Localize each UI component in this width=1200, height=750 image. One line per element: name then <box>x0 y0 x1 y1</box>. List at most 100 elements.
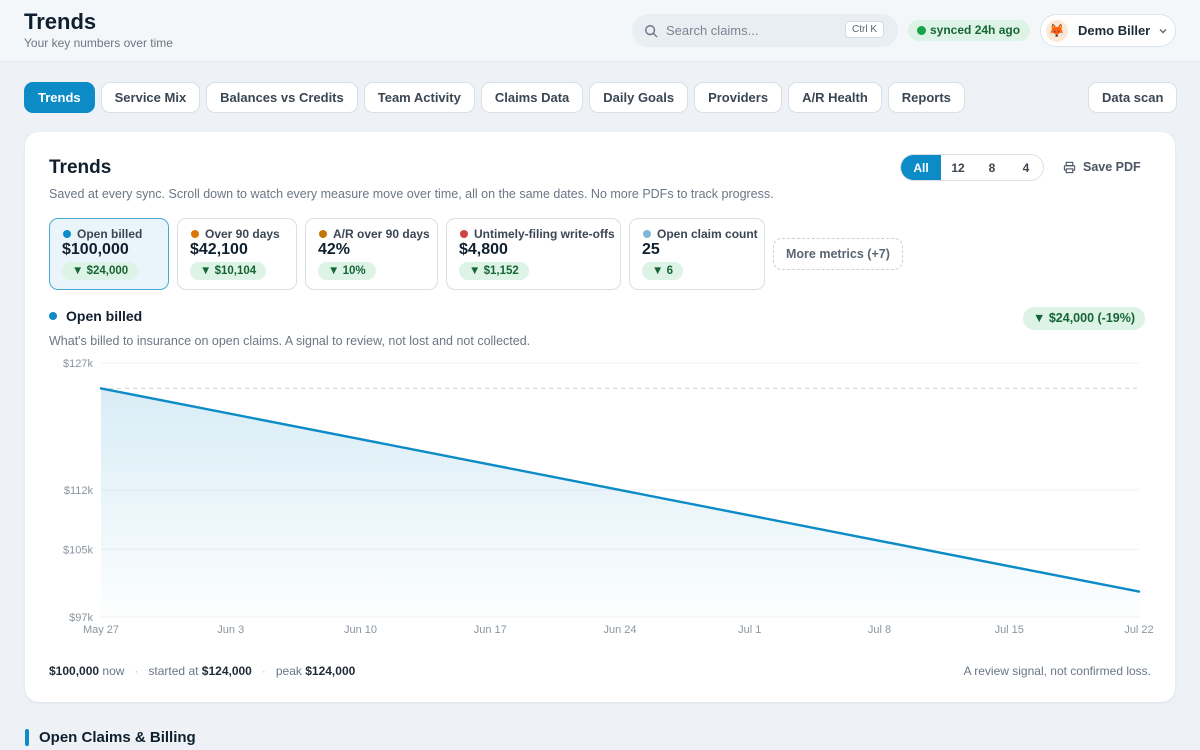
user-menu[interactable]: 🦊 Demo Biller <box>1040 14 1176 47</box>
tab-daily-goals[interactable]: Daily Goals <box>589 82 689 113</box>
trends-card: Trends Saved at every sync. Scroll down … <box>25 132 1175 702</box>
x-tick-label: Jun 10 <box>344 624 377 636</box>
series-heading: Open billed <box>49 308 142 324</box>
metric-value: $42,100 <box>190 241 248 258</box>
range-selector: All 12 8 4 <box>900 154 1044 181</box>
metric-dot-icon <box>643 230 651 238</box>
metric-dot-icon <box>63 230 71 238</box>
search-box[interactable]: Ctrl K <box>632 14 898 47</box>
metric-over-90-days[interactable]: Over 90 days $42,100 ▼ $10,104 <box>177 218 297 290</box>
metric-label: Open claim count <box>643 227 758 241</box>
metric-label: Over 90 days <box>191 227 280 241</box>
section-title: Open Claims & Billing <box>25 729 196 746</box>
tab-reports[interactable]: Reports <box>887 82 965 113</box>
metric-value: $100,000 <box>62 241 129 258</box>
tab-trends[interactable]: Trends <box>24 82 95 113</box>
metric-dot-icon <box>191 230 199 238</box>
range-8[interactable]: 8 <box>988 160 996 175</box>
x-tick-label: May 27 <box>83 624 119 636</box>
section-title-text: Open Claims & Billing <box>39 729 196 746</box>
search-input[interactable] <box>666 23 836 38</box>
metric-label: A/R over 90 days <box>319 227 430 241</box>
started-value: $124,000 <box>201 664 252 678</box>
app-header: Trends Your key numbers over time Ctrl K… <box>0 0 1200 62</box>
metric-dot-icon <box>460 230 468 238</box>
chevron-down-icon <box>1159 28 1167 33</box>
metric-label: Open billed <box>63 227 142 241</box>
metric-dot-icon <box>319 230 327 238</box>
series-name: Open billed <box>66 308 143 324</box>
metric-label-text: Open claim count <box>657 227 758 241</box>
y-tick-label: $112k <box>64 485 94 497</box>
series-area <box>101 388 1139 617</box>
tab-team-activity[interactable]: Team Activity <box>363 82 475 113</box>
metric-label-text: Over 90 days <box>205 227 280 241</box>
metric-delta: ▼ 10% <box>318 262 376 280</box>
save-pdf-label: Save PDF <box>1083 160 1141 174</box>
metric-label: Untimely-filing write-offs <box>460 227 615 241</box>
app-subtitle: Your key numbers over time <box>24 36 173 50</box>
now-label: now <box>102 664 125 678</box>
separator: · <box>261 664 266 678</box>
x-tick-label: Jun 24 <box>603 624 636 636</box>
search-shortcut: Ctrl K <box>845 21 884 38</box>
sync-status-text: synced 24h ago <box>930 23 1021 37</box>
metric-delta: ▼ $1,152 <box>459 262 529 280</box>
started-label: started at <box>148 664 199 678</box>
sync-status-badge: synced 24h ago <box>908 20 1031 41</box>
range-all[interactable]: All <box>901 155 941 180</box>
metric-open-claim-count[interactable]: Open claim count 25 ▼ 6 <box>629 218 765 290</box>
metric-untimely-filing-write-offs[interactable]: Untimely-filing write-offs $4,800 ▼ $1,1… <box>446 218 621 290</box>
tab-balances-vs-credits[interactable]: Balances vs Credits <box>206 82 358 113</box>
metric-value: $4,800 <box>459 241 508 258</box>
user-name: Demo Biller <box>1078 23 1151 38</box>
metric-open-billed[interactable]: Open billed $100,000 ▼ $24,000 <box>49 218 169 290</box>
tab-service-mix[interactable]: Service Mix <box>100 82 201 113</box>
series-delta-badge: ▼ $24,000 (-19%) <box>1023 307 1146 330</box>
y-tick-label: $97k <box>69 612 93 624</box>
sync-dot-icon <box>917 26 926 35</box>
metric-delta: ▼ 6 <box>642 262 683 280</box>
footer-stats: $100,000 now · started at $124,000 · pea… <box>49 664 355 678</box>
y-tick-label: $105k <box>63 544 93 556</box>
metric-label-text: Open billed <box>77 227 143 241</box>
x-tick-label: Jul 15 <box>995 624 1024 636</box>
series-line <box>99 387 1141 593</box>
series-description: What's billed to insurance on open claim… <box>49 334 531 348</box>
tab-providers[interactable]: Providers <box>694 82 783 113</box>
tab-ar-health[interactable]: A/R Health <box>788 82 882 113</box>
metric-delta: ▼ $10,104 <box>190 262 267 280</box>
data-scan-button[interactable]: Data scan <box>1088 82 1178 113</box>
save-pdf-button[interactable]: Save PDF <box>1063 160 1141 174</box>
range-4[interactable]: 4 <box>1022 160 1030 175</box>
y-tick-label: $127k <box>63 358 93 370</box>
tab-claims-data[interactable]: Claims Data <box>480 82 584 113</box>
metric-value: 42% <box>318 241 351 258</box>
x-tick-label: Jun 17 <box>474 624 507 636</box>
app-title: Trends <box>24 9 97 34</box>
tab-bar: Trends Service Mix Balances vs Credits T… <box>24 82 965 113</box>
metric-ar-over-90-days[interactable]: A/R over 90 days 42% ▼ 10% <box>305 218 438 290</box>
metric-label-text: Untimely-filing write-offs <box>474 227 615 241</box>
printer-icon <box>1063 161 1076 173</box>
card-description: Saved at every sync. Scroll down to watc… <box>49 187 774 201</box>
avatar: 🦊 <box>1046 19 1068 42</box>
section-accent-bar <box>25 729 29 746</box>
peak-label: peak <box>275 664 302 678</box>
range-12[interactable]: 12 <box>951 160 965 175</box>
metric-label-text: A/R over 90 days <box>333 227 430 241</box>
separator: · <box>134 664 139 678</box>
metric-value: 25 <box>642 241 660 258</box>
metric-delta: ▼ $24,000 <box>62 262 139 280</box>
x-tick-label: Jul 8 <box>868 624 891 636</box>
x-tick-label: Jun 3 <box>217 624 244 636</box>
trend-chart: $127k $112k $105k $97k May 27 Jun 3 Jun 10 Jun… <box>63 358 1154 636</box>
x-tick-label: Jul 22 <box>1124 624 1153 636</box>
card-title: Trends <box>49 157 112 178</box>
search-icon <box>645 24 658 37</box>
peak-value: $124,000 <box>305 664 356 678</box>
series-dot-icon <box>49 312 57 320</box>
more-metrics-button[interactable]: More metrics (+7) <box>773 238 903 270</box>
now-value: $100,000 <box>49 664 100 678</box>
x-tick-label: Jul 1 <box>738 624 761 636</box>
